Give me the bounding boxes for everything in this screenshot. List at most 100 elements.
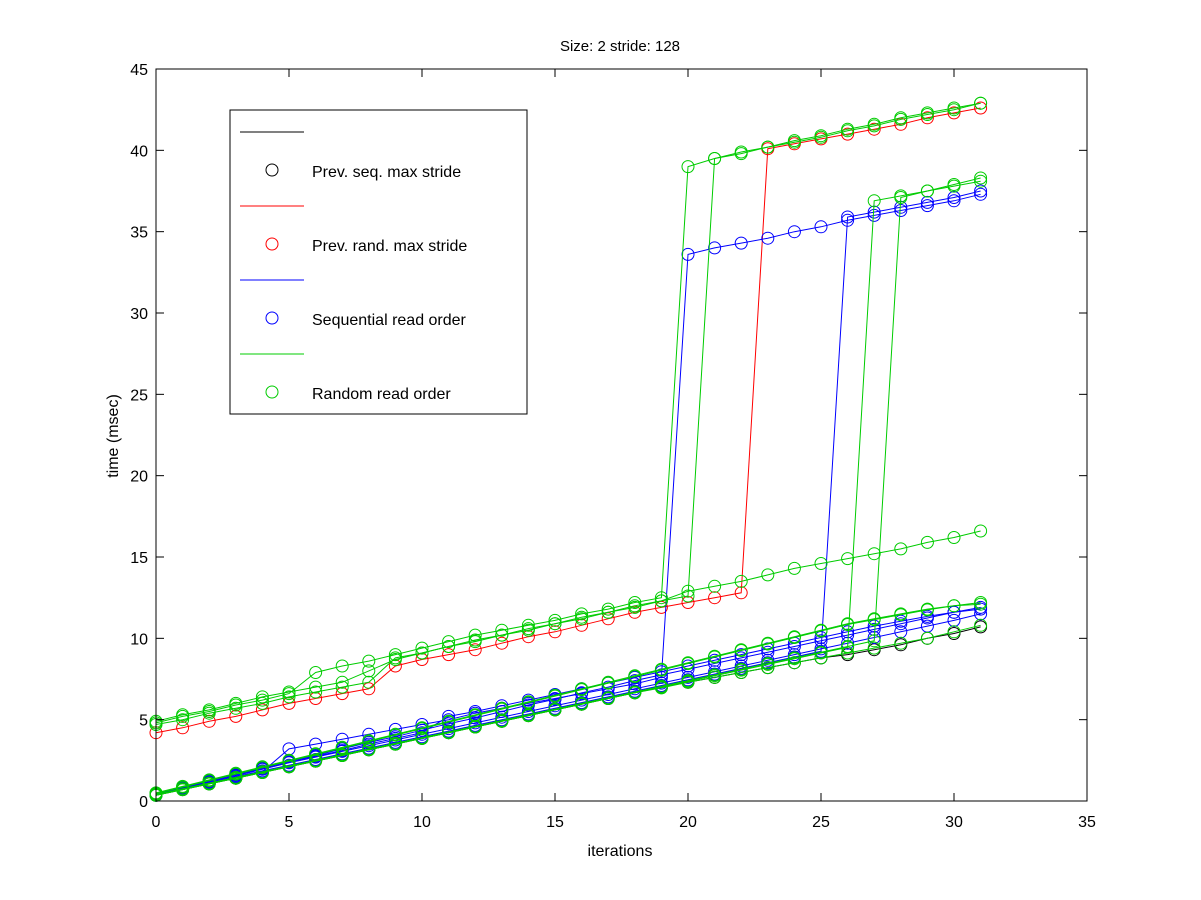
data-point	[229, 701, 243, 715]
y-tick-label: 35	[130, 225, 148, 242]
data-point	[575, 693, 589, 707]
data-point	[708, 152, 722, 165]
data-point	[601, 676, 615, 690]
data-point	[362, 675, 376, 689]
data-point	[548, 613, 562, 627]
data-point	[309, 685, 323, 699]
y-tick-label: 15	[130, 550, 148, 567]
data-point	[442, 640, 456, 653]
data-point	[974, 96, 988, 110]
data-point	[761, 657, 775, 670]
y-tick-label: 5	[139, 713, 148, 730]
data-point	[841, 636, 855, 650]
data-point	[974, 524, 988, 538]
x-tick-label: 20	[679, 814, 697, 831]
data-point	[708, 579, 722, 593]
data-point	[442, 715, 456, 729]
data-point	[176, 708, 190, 722]
legend-label: Sequential read order	[312, 312, 467, 329]
legend-marker-swatch	[265, 385, 279, 399]
data-point	[734, 574, 748, 588]
data-point	[654, 591, 668, 605]
data-point	[814, 651, 828, 665]
data-point	[495, 636, 509, 650]
data-point	[335, 675, 349, 689]
data-point	[761, 568, 775, 582]
data-point	[974, 101, 988, 115]
data-point	[362, 743, 376, 757]
legend-box	[229, 109, 528, 415]
data-point	[628, 596, 642, 609]
legend-label: Prev. rand. max stride	[312, 238, 467, 255]
data-point	[708, 653, 722, 667]
data-point	[734, 648, 748, 662]
data-point	[814, 624, 828, 638]
data-point	[708, 650, 722, 664]
data-point	[787, 651, 801, 665]
series-15	[149, 597, 988, 801]
data-point	[920, 199, 934, 213]
data-point	[495, 628, 509, 642]
axes-frame	[155, 68, 1088, 802]
data-point	[841, 625, 855, 639]
data-point	[362, 664, 376, 678]
data-point	[388, 737, 402, 751]
data-point	[255, 693, 269, 707]
data-point	[947, 194, 961, 208]
data-point	[841, 618, 855, 631]
data-point	[841, 552, 855, 566]
data-point	[309, 666, 323, 679]
data-point	[974, 597, 988, 611]
data-point	[575, 697, 589, 711]
data-point	[521, 622, 535, 636]
data-point	[176, 713, 190, 727]
data-point	[255, 761, 269, 775]
series-line	[155, 624, 981, 796]
data-point	[867, 547, 881, 561]
data-point	[176, 721, 190, 735]
data-point	[575, 607, 589, 621]
data-point	[229, 767, 243, 781]
data-point	[974, 184, 988, 198]
data-point	[814, 129, 828, 143]
data-point	[575, 610, 589, 624]
legend-marker-swatch	[265, 311, 279, 325]
data-point	[521, 709, 535, 723]
data-point	[335, 749, 349, 762]
series-9	[149, 524, 988, 731]
data-point	[787, 656, 801, 670]
data-point	[867, 634, 881, 648]
data-point	[708, 670, 722, 684]
data-point	[920, 195, 934, 209]
data-point	[362, 735, 376, 749]
data-point	[202, 777, 216, 791]
data-point	[894, 636, 908, 650]
legend: Prev. seq. max stride Prev. rand. max str…	[229, 109, 528, 415]
data-point	[787, 134, 801, 148]
data-point	[415, 646, 429, 660]
data-point	[920, 603, 934, 617]
series-line	[155, 606, 981, 795]
data-point	[814, 642, 828, 656]
data-point	[867, 117, 881, 131]
series-1	[149, 620, 988, 802]
data-point	[415, 641, 429, 655]
y-tick-label: 25	[130, 387, 148, 404]
y-tick-label: 40	[130, 143, 148, 160]
data-point	[202, 714, 216, 728]
data-point	[841, 213, 855, 227]
axes: 0 5 10 15 20 25 30 35 0 5 10 15 20 25 30 35 40 45	[130, 62, 1096, 831]
data-point	[814, 220, 828, 234]
data-point	[841, 122, 855, 136]
y-tick-label: 10	[130, 631, 148, 648]
data-point	[894, 614, 908, 628]
data-point	[761, 140, 775, 154]
data-point	[229, 709, 243, 723]
plot-area	[149, 96, 988, 802]
data-point	[734, 236, 748, 250]
data-point	[841, 127, 855, 141]
data-point	[575, 683, 589, 697]
data-point	[521, 696, 535, 710]
data-point	[867, 613, 881, 627]
